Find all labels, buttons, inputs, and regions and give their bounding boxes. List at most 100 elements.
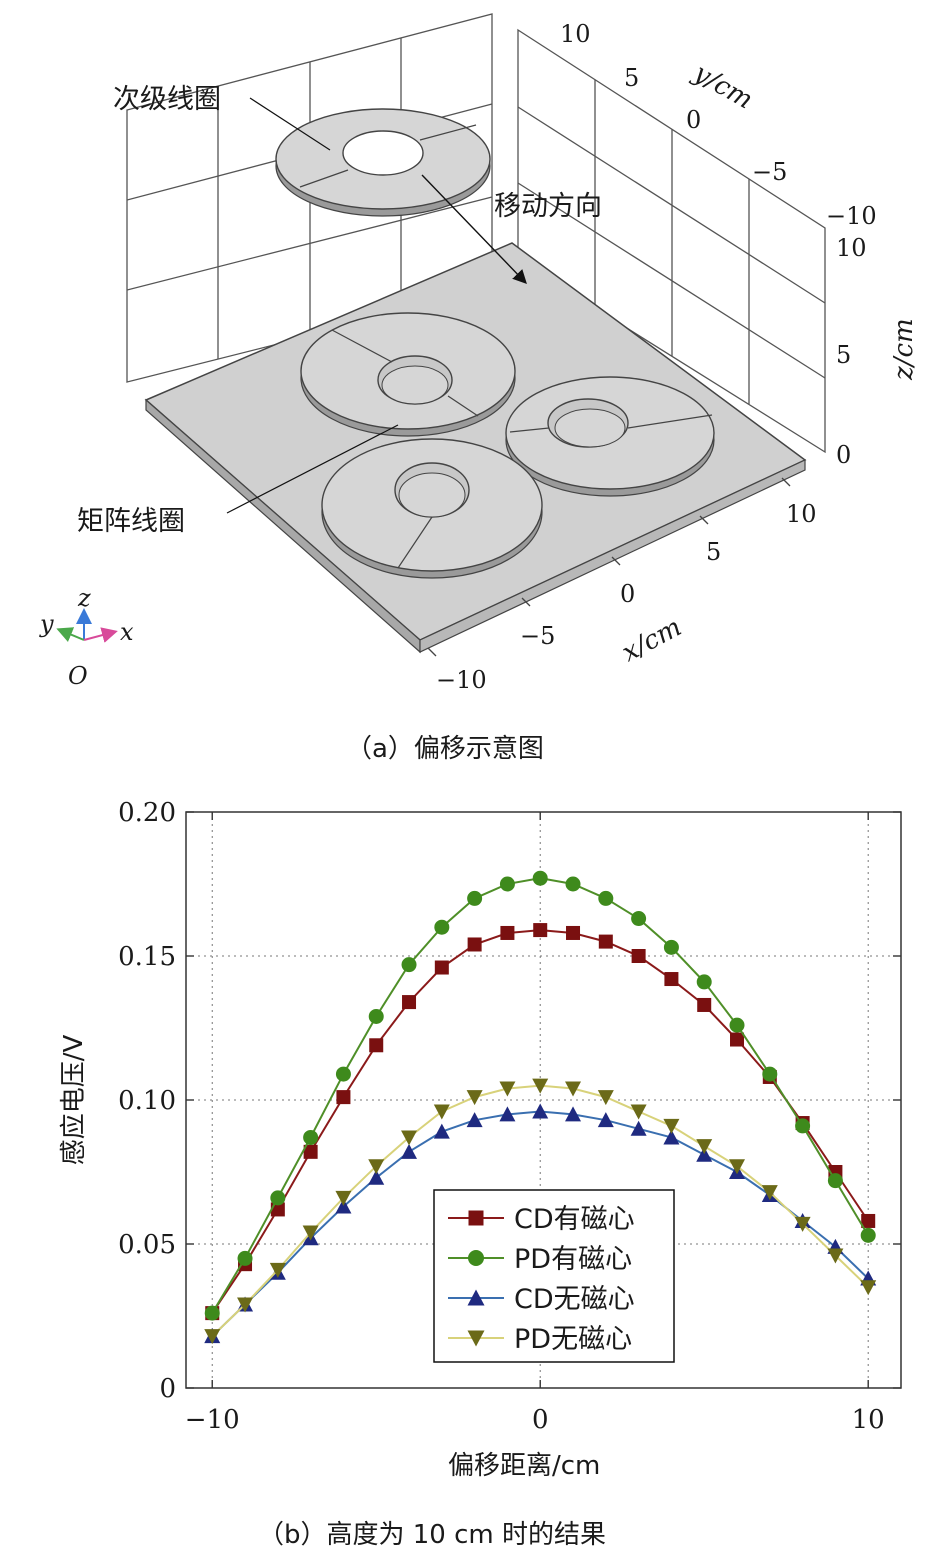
- data-point-circle: [270, 1190, 286, 1206]
- x-axis-ticks: 10 5 0 −5 −10: [436, 500, 817, 694]
- data-point-square: [664, 972, 679, 987]
- data-point-triangle-up: [532, 1103, 549, 1119]
- leader-secondary: [249, 97, 331, 151]
- data-point-square: [402, 995, 417, 1010]
- y-tick: −5: [752, 158, 787, 186]
- data-point-triangle-up: [401, 1143, 418, 1159]
- data-point-circle: [795, 1118, 811, 1134]
- x-tick-label: 0: [532, 1405, 549, 1435]
- data-point-square: [631, 949, 646, 963]
- data-point-triangle-down: [663, 1118, 680, 1134]
- x-tick: −5: [520, 622, 555, 650]
- data-point-circle: [565, 876, 581, 892]
- data-point-square: [533, 923, 548, 938]
- y-tick: 5: [624, 64, 639, 92]
- data-point-triangle-down: [794, 1216, 811, 1232]
- y-axis-ticks: 10 5 0 −5 −10: [560, 20, 877, 230]
- data-point-triangle-down: [237, 1297, 254, 1313]
- data-point-square: [730, 1032, 745, 1047]
- chart-b: 0 0.05 0.10 0.15 0.20 −10 0 10 CD有磁心 PD有磁心 CD无磁心 P…: [59, 798, 902, 1550]
- axis-ticks: 0 0.05 0.10 0.15 0.20 −10 0 10: [118, 798, 901, 1435]
- data-point-triangle-up: [499, 1106, 516, 1122]
- x-axis-label: x/cm: [617, 612, 686, 668]
- data-point-square: [861, 1213, 876, 1228]
- schematic-3d: 次级线圈 移动方向 矩阵线圈 10 5 0 −5 −10 y/cm 10 5 0…: [39, 13, 919, 764]
- data-point-triangle-down: [532, 1078, 549, 1094]
- data-point-triangle-up: [466, 1112, 483, 1128]
- data-point-triangle-down: [401, 1130, 418, 1146]
- chart-ylabel: 感应电压/V: [59, 1035, 89, 1166]
- data-point-circle: [663, 939, 679, 955]
- data-point-triangle-down: [827, 1248, 844, 1264]
- matrix-coil-bottom: [321, 438, 543, 579]
- x-tick: 5: [706, 538, 721, 566]
- data-point-square: [336, 1090, 351, 1105]
- series-4: [204, 1078, 877, 1345]
- triad-x: x: [120, 618, 134, 646]
- legend-label: PD无磁心: [514, 1324, 632, 1355]
- data-point-triangle-up: [433, 1123, 450, 1139]
- data-point-circle: [303, 1129, 319, 1145]
- x-tick-label: 10: [852, 1405, 885, 1435]
- label-secondary-coil: 次级线圈: [113, 84, 221, 115]
- data-point-triangle-down: [761, 1185, 778, 1201]
- y-tick-label: 0: [159, 1374, 176, 1404]
- data-point-triangle-down: [269, 1262, 286, 1278]
- caption-b: （b）高度为 10 cm 时的结果: [258, 1520, 606, 1550]
- data-point-square: [468, 1210, 484, 1226]
- data-point-circle: [335, 1066, 351, 1082]
- triad-origin: O: [68, 662, 88, 690]
- data-point-triangle-down: [433, 1104, 450, 1120]
- matrix-coil-right: [505, 376, 715, 497]
- data-point-triangle-up: [467, 1289, 485, 1306]
- x-axis-tick-marks: [427, 477, 791, 657]
- legend-label: CD无磁心: [514, 1284, 635, 1315]
- axis-triad: z y x O: [39, 584, 134, 690]
- y-tick-label: 0.15: [118, 942, 176, 972]
- data-point-square: [303, 1144, 318, 1159]
- z-tick: 0: [836, 441, 851, 469]
- data-point-triangle-down: [860, 1280, 877, 1296]
- z-axis-label: z/cm: [889, 318, 919, 381]
- data-point-triangle-down: [565, 1081, 582, 1097]
- x-tick: −10: [436, 666, 487, 694]
- leader-matrix: [226, 424, 399, 514]
- y-tick-label: 0.20: [118, 798, 176, 828]
- data-point-circle: [598, 890, 614, 906]
- data-point-triangle-up: [663, 1129, 680, 1145]
- series-2: [204, 870, 876, 1321]
- z-tick: 10: [836, 234, 867, 262]
- data-point-circle: [729, 1017, 745, 1033]
- data-point-triangle-down: [467, 1330, 485, 1347]
- side-wall-grid: [517, 28, 826, 454]
- data-point-circle: [468, 1250, 484, 1266]
- data-point-square: [369, 1038, 384, 1053]
- data-point-circle: [532, 870, 548, 886]
- data-point-circle: [860, 1227, 876, 1243]
- data-point-triangle-down: [696, 1139, 713, 1155]
- caption-a: （a）偏移示意图: [346, 734, 544, 764]
- legend: CD有磁心 PD有磁心 CD无磁心 PD无磁心: [433, 1189, 675, 1363]
- label-move-direction: 移动方向: [494, 191, 602, 222]
- triad-y: y: [39, 610, 54, 638]
- x-tick: 0: [620, 580, 635, 608]
- data-point-triangle-down: [466, 1090, 483, 1106]
- x-tick: 10: [786, 500, 817, 528]
- y-tick: 0: [686, 106, 701, 134]
- legend-label: CD有磁心: [514, 1204, 635, 1235]
- y-tick: 10: [560, 20, 591, 48]
- x-tick-label: −10: [185, 1405, 240, 1435]
- legend-label: PD有磁心: [514, 1244, 632, 1275]
- data-point-square: [566, 925, 581, 940]
- data-point-circle: [204, 1305, 220, 1321]
- data-point-circle: [237, 1250, 253, 1266]
- data-point-triangle-down: [302, 1225, 319, 1241]
- y-tick: −10: [826, 202, 877, 230]
- data-point-circle: [434, 919, 450, 935]
- data-point-square: [467, 937, 482, 952]
- data-point-circle: [631, 911, 647, 927]
- triad-z: z: [77, 584, 91, 612]
- data-point-triangle-down: [597, 1090, 614, 1106]
- z-axis-ticks: 10 5 0: [836, 234, 867, 469]
